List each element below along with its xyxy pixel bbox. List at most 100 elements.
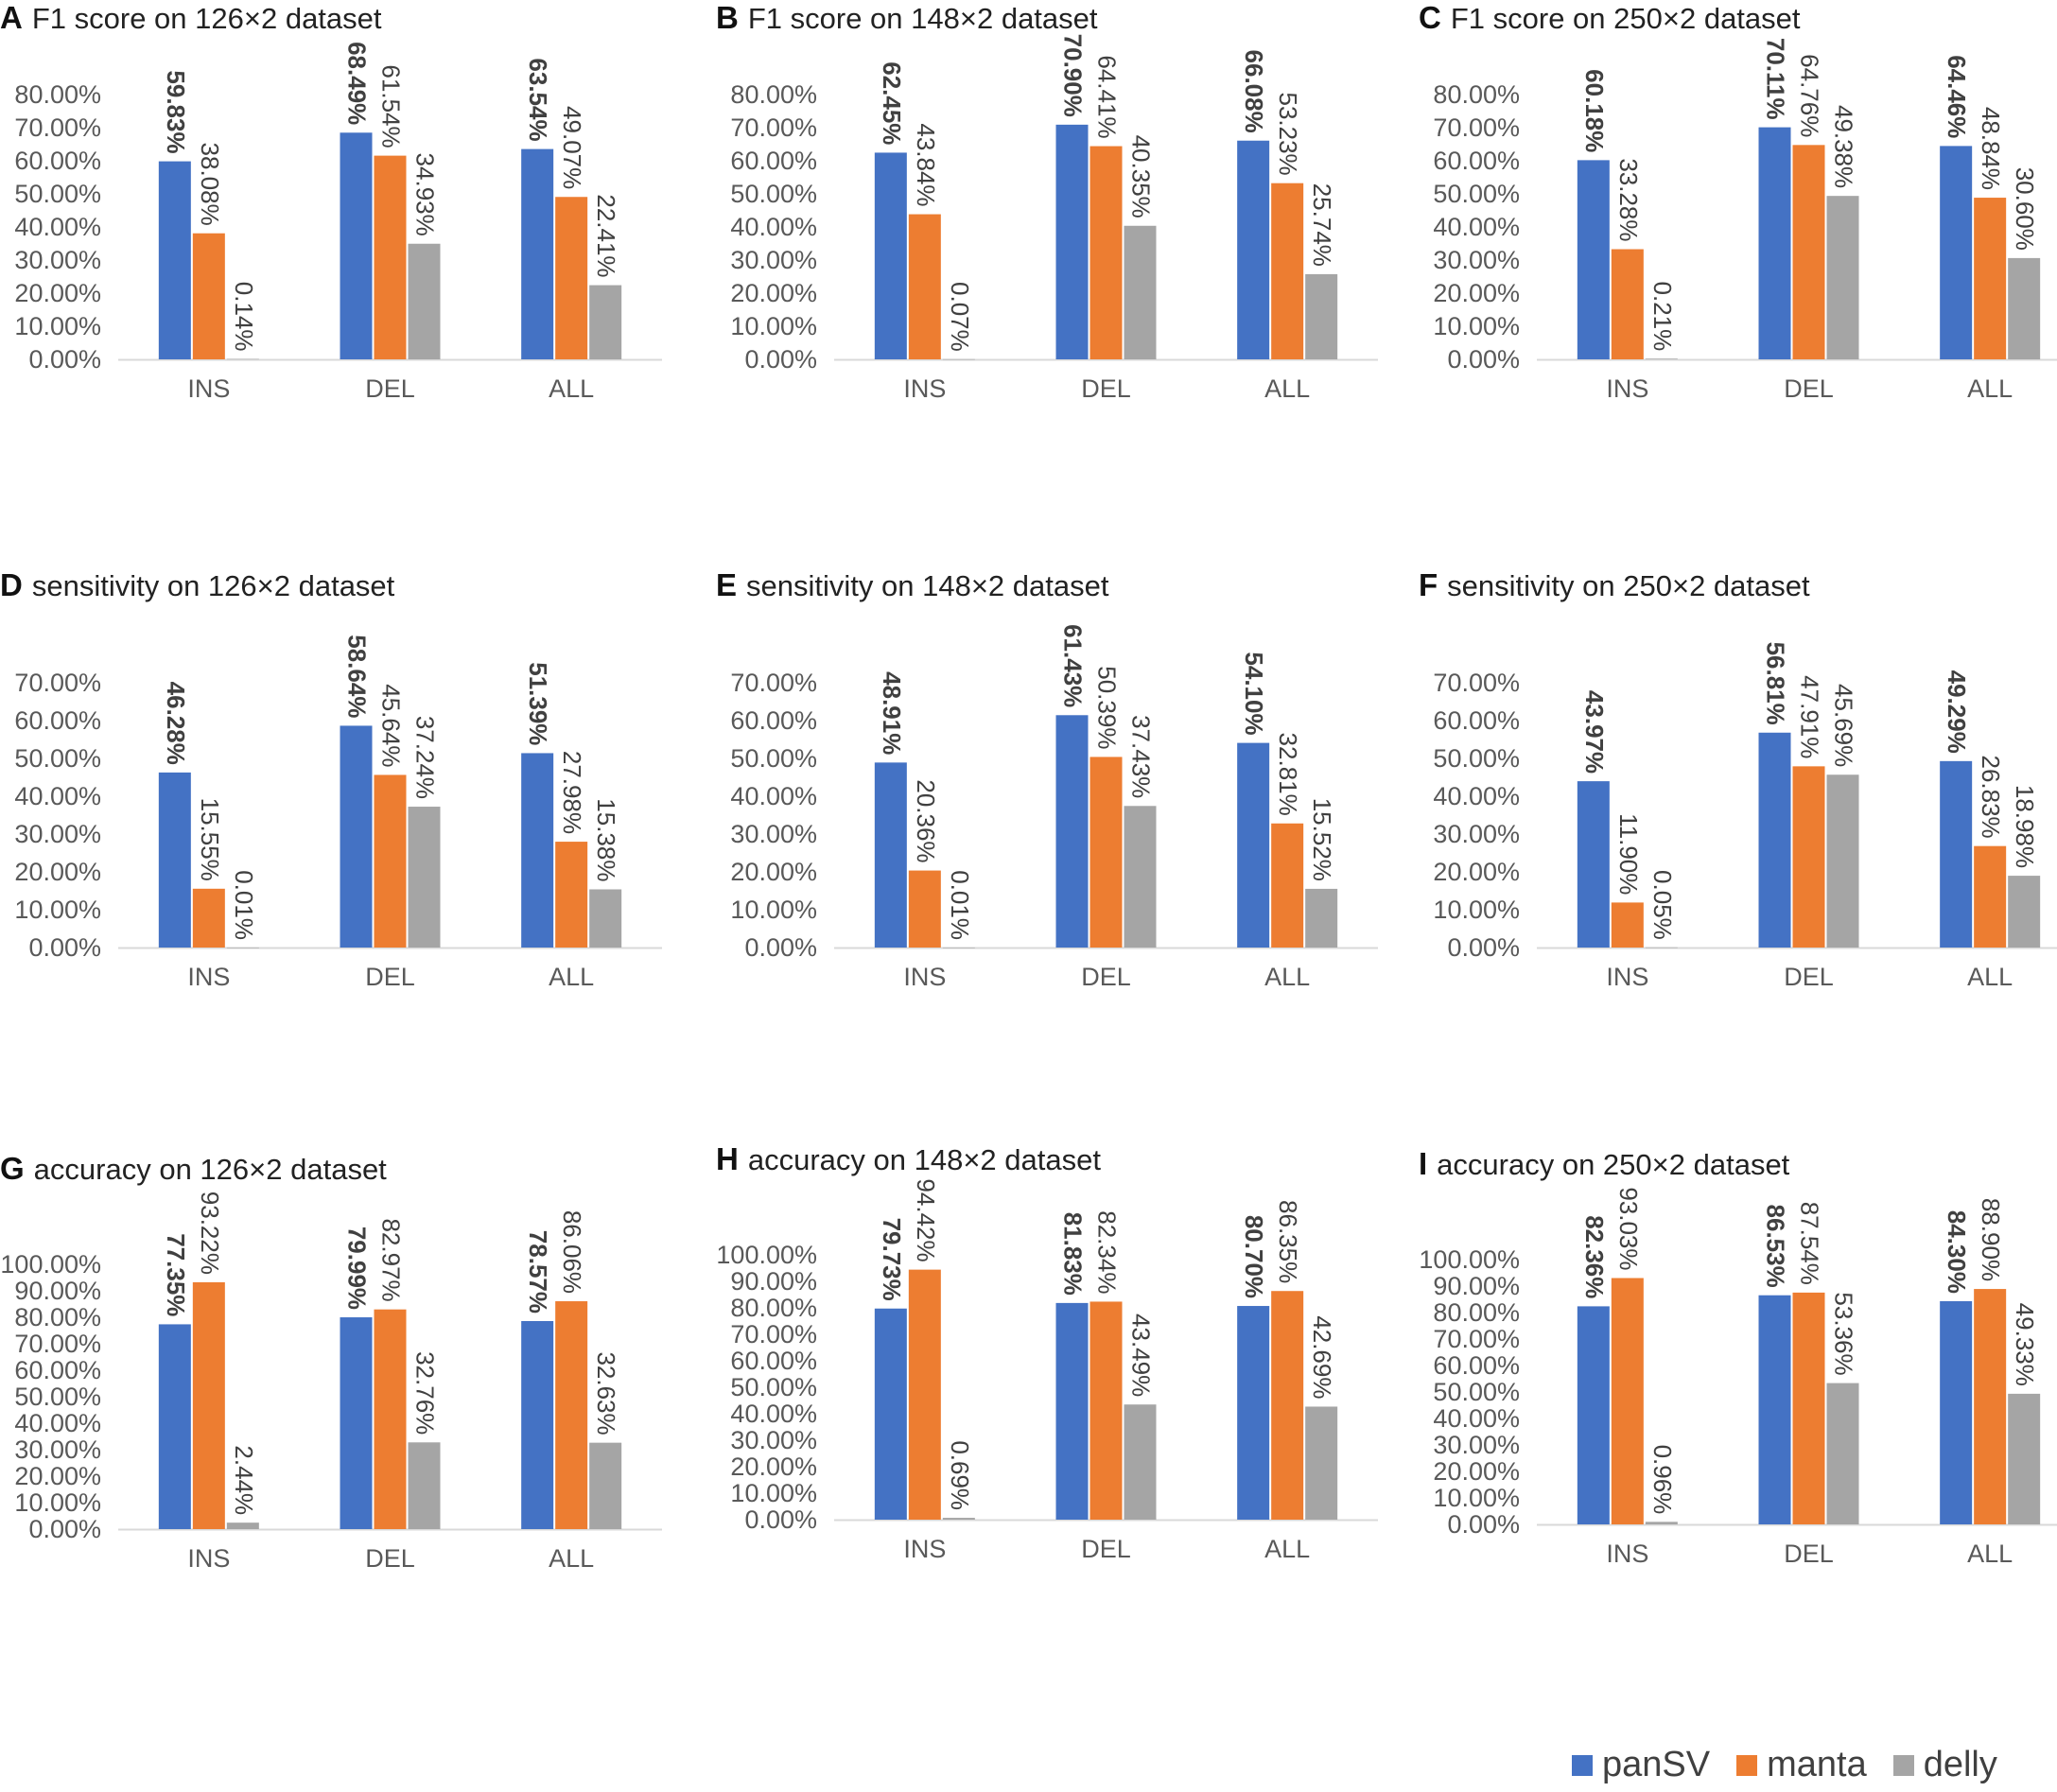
bar-delly-all <box>589 889 622 948</box>
bar-manta-del <box>374 774 407 948</box>
bar-pansv-all <box>521 753 554 948</box>
bar-chart-f: 0.00% 10.00% 20.00% 30.00% 40.00% 50.00% 60.00… <box>1433 642 2057 991</box>
y-tick-label: 100.00% <box>716 1241 817 1269</box>
y-tick-label: 0.00% <box>28 933 101 962</box>
y-tick-label: 50.00% <box>14 1383 101 1411</box>
bar-pansv-ins <box>158 1324 191 1529</box>
data-label: 2.44% <box>230 1445 258 1515</box>
bar-manta-del <box>1792 145 1825 359</box>
y-tick-label: 70.00% <box>14 1330 101 1358</box>
x-tick-label: DEL <box>1784 963 1834 991</box>
x-tick-label: INS <box>187 374 230 403</box>
data-label: 0.96% <box>1648 1445 1677 1515</box>
data-label: 40.35% <box>1127 135 1156 218</box>
y-tick-label: 90.00% <box>1433 1272 1520 1300</box>
bar-pansv-del <box>1758 127 1791 359</box>
x-tick-label: INS <box>187 963 230 991</box>
data-label: 27.98% <box>558 751 586 834</box>
y-tick-label: 10.00% <box>14 1488 101 1517</box>
x-tick-label: ALL <box>1967 963 2013 991</box>
data-label: 45.64% <box>377 684 406 767</box>
bar-chart-c: 0.00% 10.00% 20.00% 30.00% 40.00% 50.00% 60.00… <box>1433 38 2057 403</box>
y-tick-label: 60.00% <box>14 1356 101 1384</box>
bar-pansv-ins <box>874 1308 907 1520</box>
data-label: 15.38% <box>592 798 620 881</box>
bar-delly-all <box>589 1442 622 1529</box>
y-tick-label: 70.00% <box>730 669 817 697</box>
x-tick-label: INS <box>1606 374 1648 403</box>
x-tick-label: DEL <box>1784 1540 1834 1568</box>
data-label: 0.07% <box>946 282 974 352</box>
data-label: 42.69% <box>1308 1315 1336 1399</box>
bar-pansv-ins <box>874 762 907 948</box>
bar-manta-del <box>1090 146 1123 359</box>
y-tick-label: 30.00% <box>730 820 817 848</box>
y-tick-label: 40.00% <box>14 213 101 241</box>
y-tick-label: 40.00% <box>730 1400 817 1428</box>
bar-manta-all <box>1974 198 2007 359</box>
x-tick-label: INS <box>1606 963 1648 991</box>
y-tick-label: 60.00% <box>14 706 101 735</box>
y-tick-label: 70.00% <box>1433 113 1520 142</box>
y-tick-label: 40.00% <box>14 1409 101 1437</box>
data-label: 32.63% <box>592 1351 620 1435</box>
panel-letter: A <box>0 0 23 35</box>
x-tick-label: ALL <box>549 374 594 403</box>
data-label: 70.11% <box>1762 38 1790 120</box>
legend-swatch-delly <box>1892 1754 1914 1776</box>
bar-delly-all <box>2008 876 2041 948</box>
chart-title: F1 score on 250×2 dataset <box>1450 2 1801 35</box>
y-tick-label: 40.00% <box>1433 1404 1520 1433</box>
x-tick-label: INS <box>903 1535 946 1563</box>
legend-label: delly <box>1923 1745 1997 1784</box>
bar-chart-d: 0.00% 10.00% 20.00% 30.00% 40.00% 50.00% 60.00… <box>14 635 662 991</box>
y-tick-label: 0.00% <box>1447 345 1520 374</box>
data-label: 80.70% <box>1240 1215 1268 1298</box>
data-label: 43.84% <box>912 123 940 206</box>
data-label: 84.30% <box>1943 1210 1971 1294</box>
y-tick-label: 70.00% <box>730 113 817 142</box>
y-tick-label: 10.00% <box>730 312 817 340</box>
data-label: 64.46% <box>1943 55 1971 138</box>
bar-manta-all <box>555 197 588 359</box>
panel-letter: I <box>1419 1146 1428 1181</box>
chart-title: sensitivity on 148×2 dataset <box>746 569 1109 602</box>
bar-delly-ins <box>1645 1522 1678 1524</box>
y-tick-label: 10.00% <box>1433 1484 1520 1512</box>
y-tick-label: 100.00% <box>1419 1245 1520 1274</box>
y-tick-label: 20.00% <box>730 279 817 307</box>
x-tick-label: INS <box>903 963 946 991</box>
data-label: 53.36% <box>1830 1292 1858 1375</box>
bar-manta-ins <box>192 233 225 359</box>
y-tick-label: 20.00% <box>730 858 817 886</box>
y-tick-label: 70.00% <box>14 113 101 142</box>
bar-delly-ins <box>1645 358 1678 359</box>
bar-manta-all <box>555 842 588 948</box>
data-label: 33.28% <box>1614 158 1643 241</box>
panel-letter: H <box>716 1141 739 1176</box>
y-tick-label: 10.00% <box>1433 312 1520 340</box>
y-tick-label: 20.00% <box>14 1462 101 1490</box>
y-tick-label: 80.00% <box>1433 80 1520 109</box>
legend: panSV manta delly <box>1572 1745 1997 1785</box>
bar-manta-all <box>1974 845 2007 948</box>
data-label: 49.38% <box>1830 105 1858 188</box>
bar-chart-b: 0.00% 10.00% 20.00% 30.00% 40.00% 50.00% 60.00… <box>730 34 1378 403</box>
data-label: 82.36% <box>1580 1215 1609 1298</box>
data-label: 15.52% <box>1308 798 1336 881</box>
bar-chart-i: 0.00%10.00%20.00%30.00%40.00%50.00%60.00… <box>1419 1187 2057 1568</box>
y-tick-label: 80.00% <box>14 1303 101 1331</box>
bar-manta-del <box>1792 1292 1825 1524</box>
data-label: 61.54% <box>377 64 406 148</box>
y-tick-label: 30.00% <box>14 246 101 274</box>
data-label: 32.76% <box>411 1351 440 1435</box>
bar-delly-all <box>1305 1406 1338 1520</box>
data-label: 86.53% <box>1762 1205 1790 1288</box>
y-tick-label: 40.00% <box>1433 213 1520 241</box>
bar-pansv-ins <box>158 161 191 359</box>
